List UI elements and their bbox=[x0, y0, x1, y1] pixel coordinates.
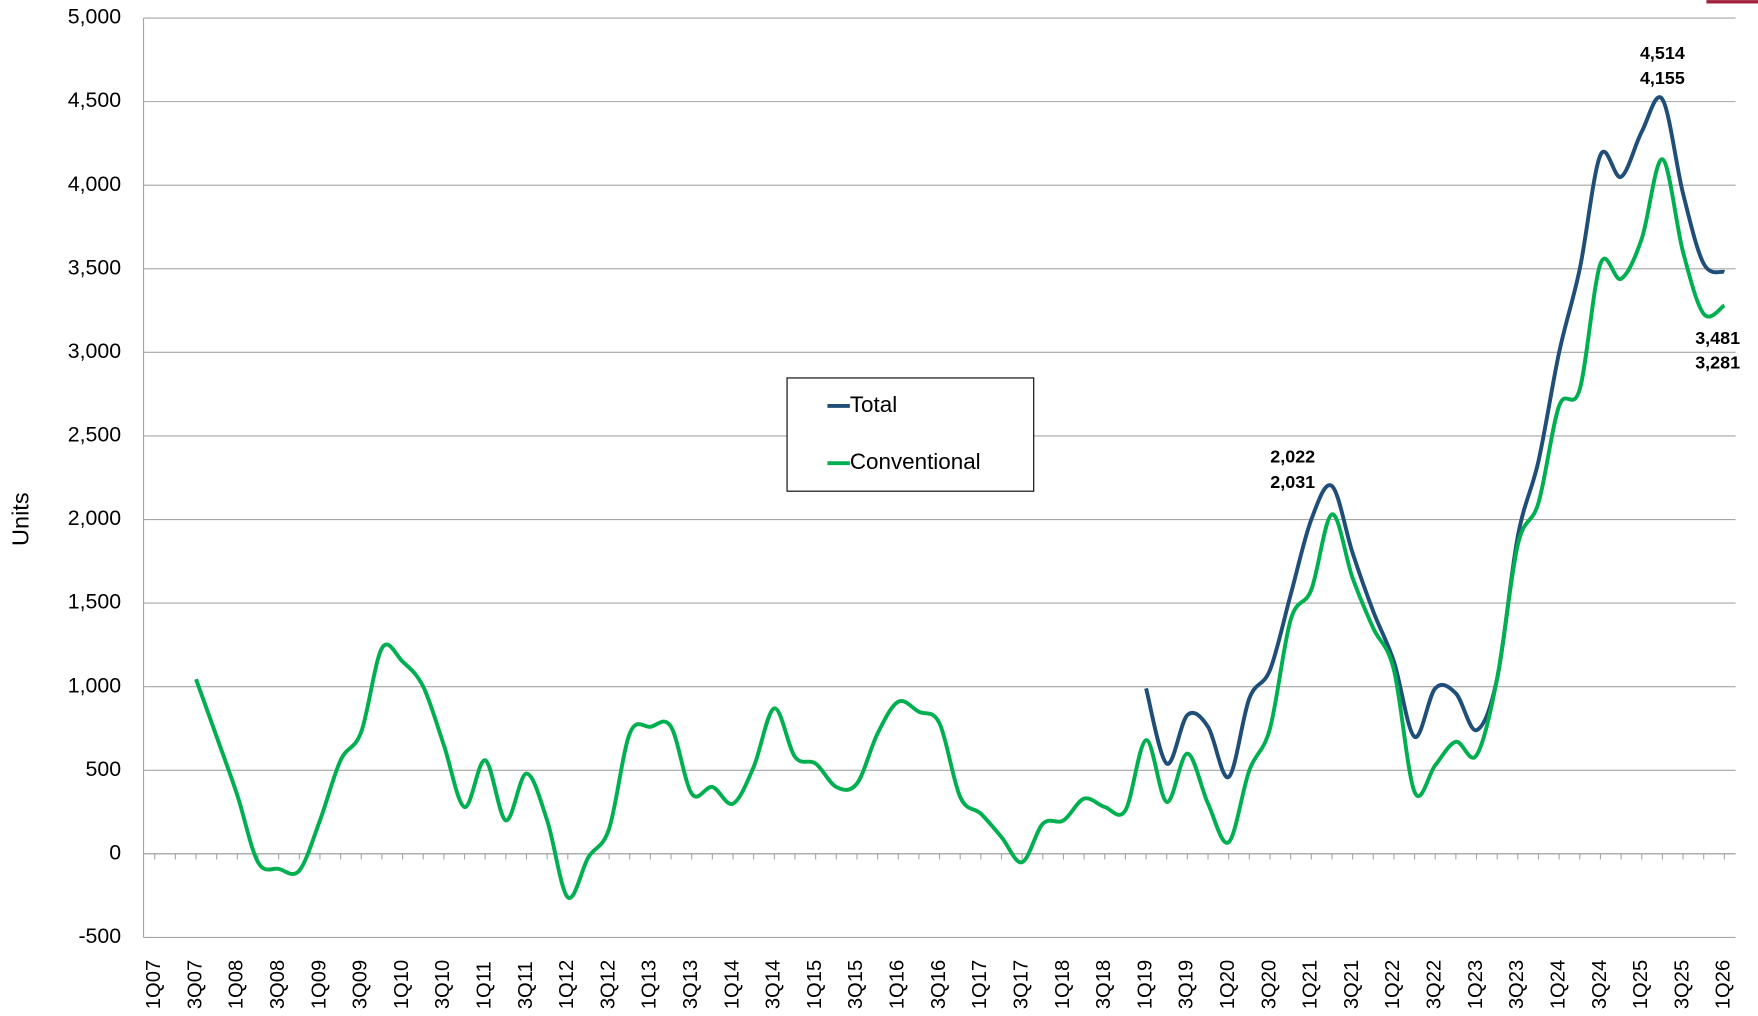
x-tick-label: 1Q14 bbox=[721, 960, 743, 1009]
y-tick-label: 2,500 bbox=[68, 423, 121, 447]
x-tick-label: 1Q23 bbox=[1465, 960, 1487, 1009]
x-tick-label: 3Q18 bbox=[1093, 960, 1115, 1009]
x-tick-label: 1Q18 bbox=[1052, 960, 1074, 1009]
y-tick-label: 4,500 bbox=[68, 88, 121, 112]
x-tick-label: 3Q23 bbox=[1506, 960, 1528, 1009]
x-tick-label: 1Q08 bbox=[226, 960, 248, 1009]
x-tick-label: 1Q22 bbox=[1382, 960, 1404, 1009]
y-tick-label: 500 bbox=[86, 757, 122, 781]
x-tick-label: 1Q09 bbox=[308, 960, 330, 1009]
x-tick-label: 1Q11 bbox=[474, 961, 496, 1009]
value-label: 3,281 bbox=[1695, 353, 1740, 373]
x-tick-label: 1Q26 bbox=[1713, 960, 1735, 1009]
corner-mark bbox=[1706, 0, 1758, 4]
x-tick-label: 1Q10 bbox=[391, 960, 413, 1009]
x-tick-label: 1Q20 bbox=[1217, 960, 1239, 1009]
legend-box bbox=[786, 377, 1035, 492]
x-tick-label: 1Q25 bbox=[1630, 960, 1652, 1009]
x-tick-label: 3Q13 bbox=[680, 960, 702, 1009]
y-tick-label: 3,000 bbox=[68, 339, 121, 363]
x-tick-label: 1Q24 bbox=[1547, 960, 1569, 1009]
value-label: 4,514 bbox=[1640, 43, 1685, 63]
x-tick-label: 3Q19 bbox=[1176, 960, 1198, 1009]
y-tick-label: 3,500 bbox=[68, 255, 121, 279]
x-tick-label: 3Q20 bbox=[1258, 960, 1280, 1009]
x-tick-label: 3Q12 bbox=[597, 960, 619, 1009]
x-tick-label: 3Q10 bbox=[432, 960, 454, 1009]
x-tick-label: 1Q07 bbox=[143, 960, 165, 1009]
y-tick-label: 1,500 bbox=[68, 590, 121, 614]
x-tick-label: 3Q07 bbox=[184, 960, 206, 1009]
x-tick-label: 1Q17 bbox=[969, 960, 991, 1009]
y-tick-label: -500 bbox=[78, 924, 121, 948]
x-tick-label: 1Q13 bbox=[639, 960, 661, 1009]
y-tick-label: 0 bbox=[109, 840, 121, 864]
annotation: 2,031 bbox=[1270, 472, 1315, 492]
y-tick-label: 2,000 bbox=[68, 506, 121, 530]
annotation: 2,022 bbox=[1270, 446, 1315, 466]
y-tick-label: 1,000 bbox=[68, 673, 121, 697]
series-line bbox=[194, 157, 1726, 900]
x-tick-label: 1Q15 bbox=[804, 960, 826, 1009]
x-tick-label: 3Q09 bbox=[350, 960, 372, 1009]
x-tick-label: 1Q21 bbox=[1300, 960, 1322, 1009]
x-tick-label: 3Q15 bbox=[845, 960, 867, 1009]
x-tick-label: 3Q16 bbox=[928, 960, 950, 1009]
x-tick-label: 3Q08 bbox=[267, 960, 289, 1009]
x-tick-label: 3Q21 bbox=[1341, 960, 1363, 1009]
x-tick-label: 1Q12 bbox=[556, 960, 578, 1009]
x-tick-label: 3Q14 bbox=[763, 960, 785, 1009]
value-label: 3,481 bbox=[1695, 328, 1740, 348]
legend-label: Total bbox=[850, 392, 897, 417]
y-tick-label: 5,000 bbox=[68, 5, 121, 29]
x-tick-label: 1Q19 bbox=[1134, 960, 1156, 1009]
x-tick-label: 3Q11 bbox=[515, 961, 537, 1009]
x-tick-label: 3Q24 bbox=[1589, 960, 1611, 1009]
x-tick-label: 1Q16 bbox=[887, 960, 909, 1009]
x-tick-label: 3Q22 bbox=[1424, 960, 1446, 1009]
y-axis-label: Units bbox=[8, 492, 34, 546]
x-tick-label: 3Q17 bbox=[1010, 960, 1032, 1009]
legend-label: Conventional bbox=[850, 449, 981, 474]
y-tick-label: 4,000 bbox=[68, 172, 121, 196]
series-line bbox=[1144, 95, 1726, 779]
x-tick-label: 3Q25 bbox=[1671, 960, 1693, 1009]
value-label: 4,155 bbox=[1640, 68, 1685, 88]
